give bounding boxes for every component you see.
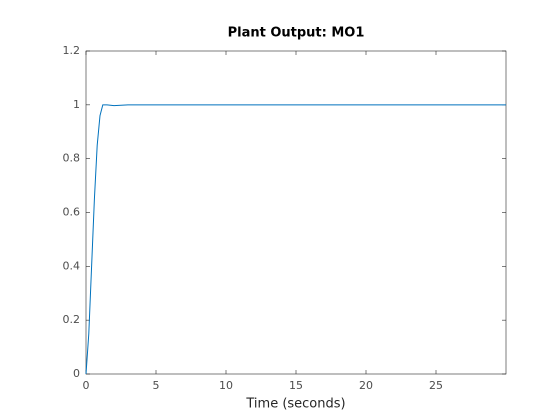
y-tick-label: 1.2	[63, 44, 81, 57]
x-tick-label: 0	[83, 379, 90, 392]
x-tick-label: 15	[289, 379, 303, 392]
x-axis-label: Time (seconds)	[245, 397, 345, 412]
y-tick-label: 0.2	[63, 313, 81, 326]
plot-box	[85, 50, 507, 375]
y-tick-label: 0.6	[63, 206, 81, 219]
chart-title: Plant Output: MO1	[228, 26, 365, 41]
x-tick-label: 5	[153, 379, 160, 392]
x-tick-label: 10	[219, 379, 233, 392]
y-tick-label: 0.8	[63, 152, 81, 165]
y-tick-label: 0.4	[63, 259, 81, 272]
y-tick-label: 1	[73, 98, 80, 111]
y-tick-label: 0	[73, 367, 80, 380]
x-tick-label: 20	[359, 379, 373, 392]
x-tick-label: 25	[429, 379, 443, 392]
data-line	[85, 104, 506, 375]
